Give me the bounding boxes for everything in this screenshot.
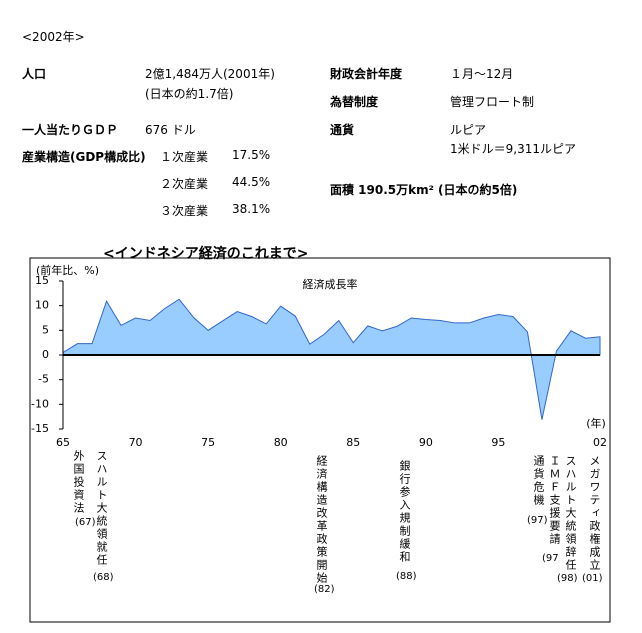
y-axis-label: (前年比、%) xyxy=(36,263,99,277)
x-tick-label: 65 xyxy=(56,436,70,449)
event-year: (97 xyxy=(542,553,559,564)
fact-row-label: ３次産業 xyxy=(160,204,209,218)
fact-value: 2億1,484万人(2001年) xyxy=(145,67,275,81)
fact-row-label: ２次産業 xyxy=(160,177,209,191)
event-year: (97) xyxy=(527,515,548,526)
series-name: 経済成長率 xyxy=(303,277,358,291)
y-tick-label: 0 xyxy=(42,348,49,361)
event-label: 経済構造改革政策開始 xyxy=(315,455,328,585)
x-axis-label: (年) xyxy=(586,416,606,430)
fact-label: 通貨 xyxy=(330,123,355,137)
fact-row-label: １次産業 xyxy=(160,150,209,164)
event-year: (67) xyxy=(75,517,96,528)
event-label: スハルト大統領就任 xyxy=(95,450,108,567)
fact-value: 管理フロート制 xyxy=(450,95,535,109)
growth-area xyxy=(62,298,601,420)
y-tick-label: 5 xyxy=(42,323,49,336)
fact-label: 財政会計年度 xyxy=(330,67,403,81)
event-year: (82) xyxy=(314,584,335,595)
fact-value: 676 ドル xyxy=(145,123,196,137)
x-tick-label: 70 xyxy=(129,436,143,449)
fact-note: (日本の約1.7倍) xyxy=(145,87,234,101)
event-label: ＩＭＦ支援要請 xyxy=(548,455,561,546)
x-tick-label: 80 xyxy=(274,436,288,449)
fact-label: 産業構造(GDP構成比) xyxy=(22,150,146,164)
x-tick-label: 02 xyxy=(593,436,607,449)
fact-label: 人口 xyxy=(22,67,47,81)
y-tick-label: 10 xyxy=(35,299,49,312)
event-label: 通貨危機 xyxy=(532,455,545,507)
chart-title: <インドネシア経済のこれまで> xyxy=(103,245,308,262)
fact-row-value: 38.1% xyxy=(232,202,271,216)
fact-label: 面積 190.5万km² (日本の約5倍) xyxy=(330,183,518,197)
fact-label: 為替制度 xyxy=(330,95,379,109)
x-tick-label: 85 xyxy=(346,436,360,449)
fact-label: 一人当たりＧＤＰ xyxy=(22,123,119,137)
y-tick-label: 15 xyxy=(35,274,49,287)
event-year: (98) xyxy=(557,573,578,584)
x-tick-label: 95 xyxy=(491,436,505,449)
y-tick-label: -5 xyxy=(38,373,49,386)
fact-value: １月～12月 xyxy=(450,67,514,81)
fact-row-value: 44.5% xyxy=(232,175,271,189)
chart-frame xyxy=(29,257,611,623)
y-tick-label: -15 xyxy=(31,422,49,435)
event-label: 外国投資法 xyxy=(72,450,85,515)
fact-note: 1米ドル＝9,311ルピア xyxy=(450,142,576,156)
header-title: <2002年> xyxy=(22,30,85,44)
fact-value: ルピア xyxy=(450,123,487,137)
event-year: (01) xyxy=(582,573,603,584)
x-tick-label: 90 xyxy=(419,436,433,449)
event-year: (68) xyxy=(93,572,114,583)
x-tick-label: 75 xyxy=(201,436,215,449)
fact-row-value: 17.5% xyxy=(232,148,271,162)
event-label: スハルト大統領辞任 xyxy=(564,455,577,572)
event-label: 銀行参入規制緩和 xyxy=(398,460,411,564)
event-year: (88) xyxy=(396,571,417,582)
y-tick-label: -10 xyxy=(31,397,49,410)
event-label: メガワティ政権成立 xyxy=(588,455,601,572)
